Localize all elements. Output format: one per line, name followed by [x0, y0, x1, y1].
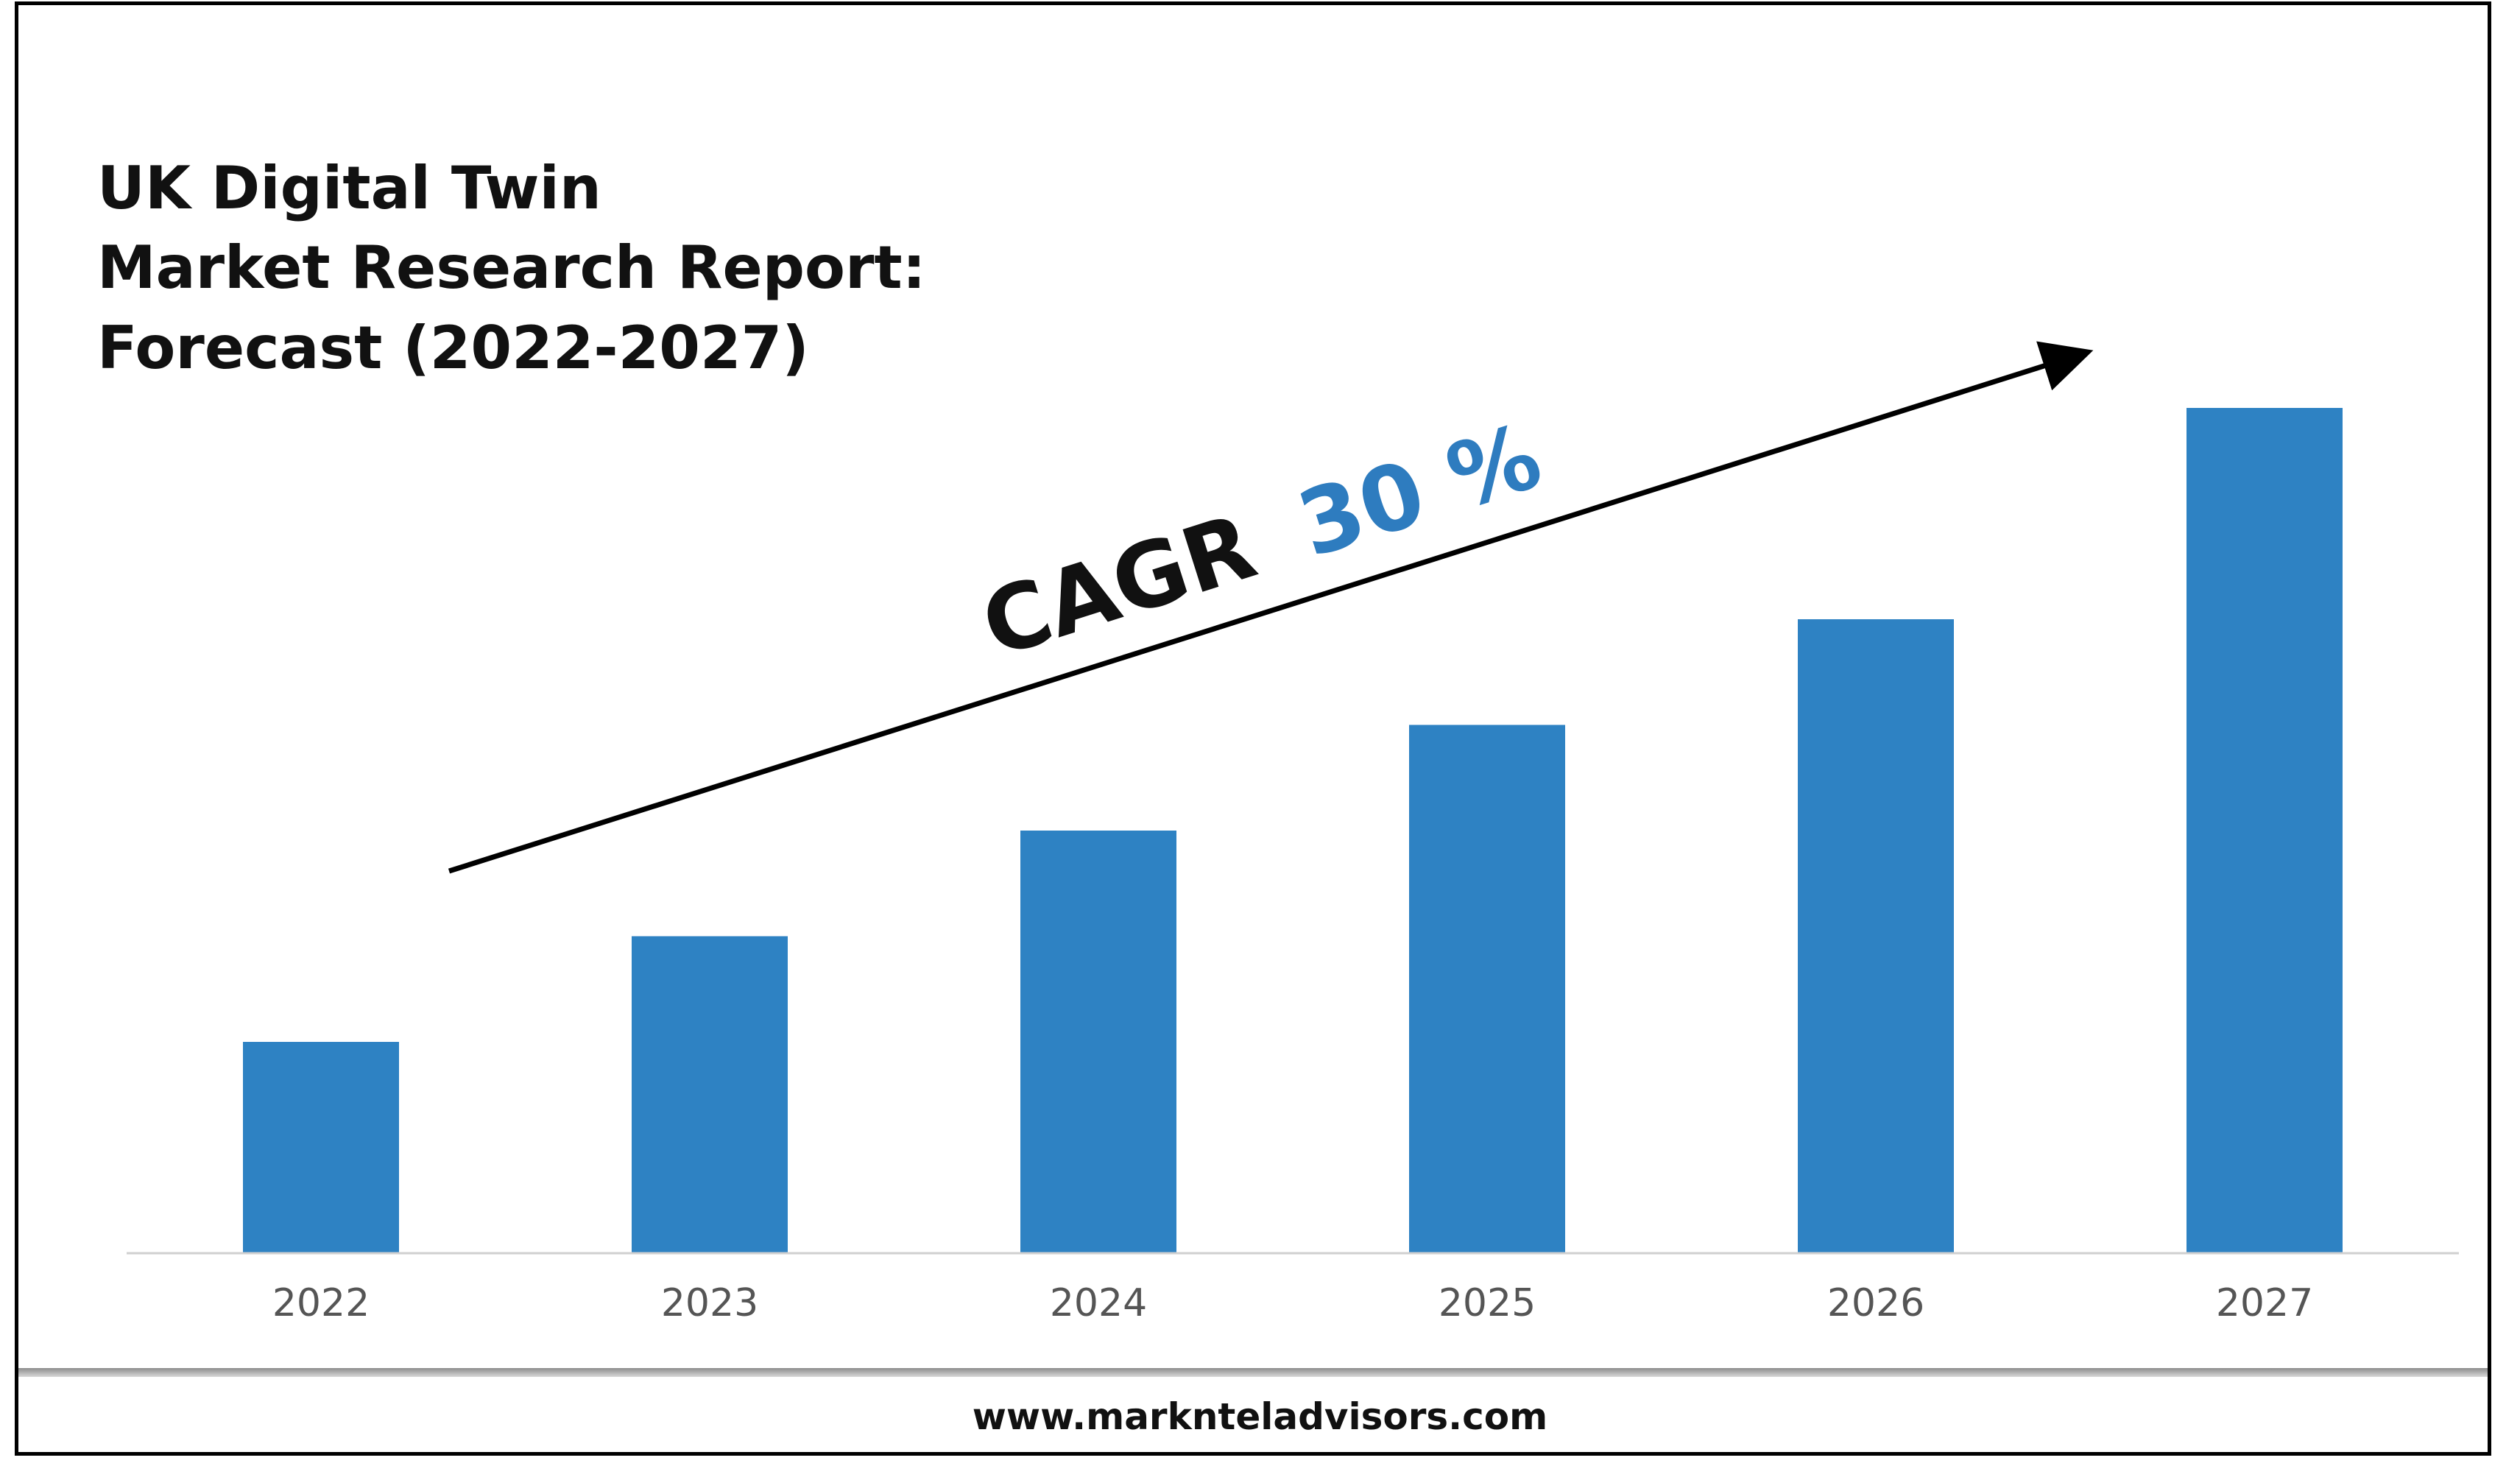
title-line-3: Forecast (2022-2027) [97, 314, 809, 382]
x-tick-label-2025: 2025 [1439, 1281, 1536, 1325]
x-tick-label-2024: 2024 [1050, 1281, 1147, 1325]
cagr-value: 30 % [1286, 403, 1553, 577]
cagr-label: CAGR [970, 494, 1267, 678]
bar-2023 [632, 936, 788, 1253]
cagr-annotation: CAGR 30 % [970, 403, 1553, 678]
bar-2024 [1020, 831, 1176, 1253]
footer-url[interactable]: www.marknteladvisors.com [972, 1395, 1548, 1438]
bar-group [243, 408, 2343, 1253]
footer-divider [18, 1368, 2488, 1377]
x-tick-label-2027: 2027 [2216, 1281, 2313, 1325]
bar-2022 [243, 1042, 399, 1253]
chart-frame [15, 1, 2491, 1456]
trend-arrow [448, 341, 2094, 874]
bar-2025 [1409, 725, 1565, 1253]
x-tick-label-2023: 2023 [661, 1281, 758, 1325]
x-tick-labels: 2022 2023 2024 2025 2026 2027 [272, 1281, 2313, 1325]
x-tick-label-2026: 2026 [1827, 1281, 1924, 1325]
chart-title: UK Digital Twin Market Research Report: … [97, 154, 926, 382]
title-line-1: UK Digital Twin [97, 154, 601, 222]
title-line-2: Market Research Report: [97, 233, 926, 302]
x-tick-label-2022: 2022 [272, 1281, 370, 1325]
bar-2026 [1798, 619, 1954, 1253]
bar-2027 [2187, 408, 2343, 1253]
